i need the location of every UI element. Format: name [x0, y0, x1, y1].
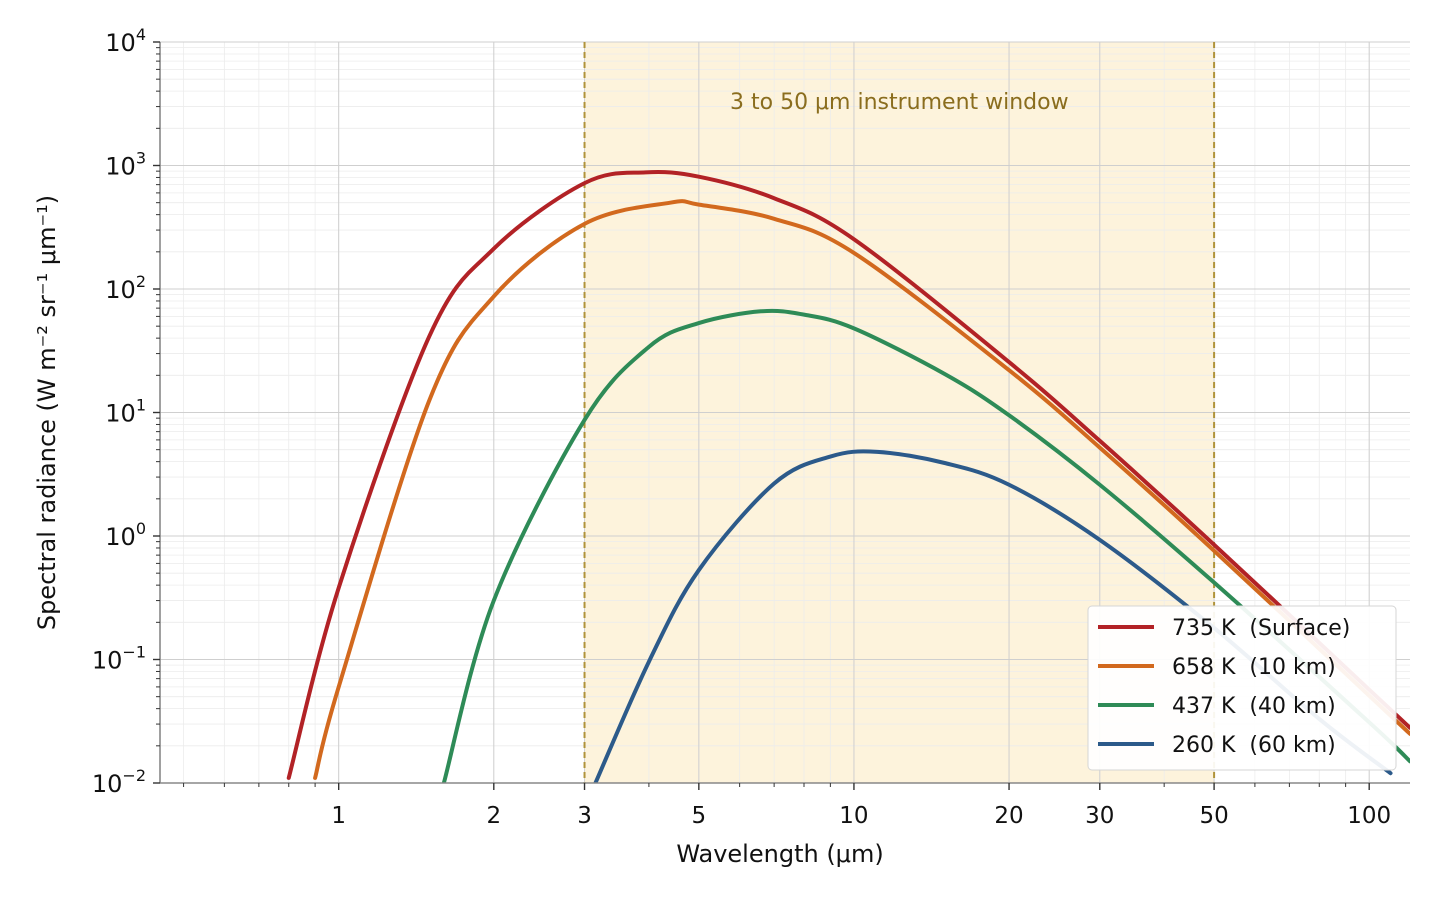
x-tick-label: 100	[1347, 803, 1391, 829]
legend-box	[1087, 605, 1397, 771]
x-axis-label: Wavelength (μm)	[676, 840, 883, 868]
instrument-window-label: 3 to 50 μm instrument window	[730, 90, 1069, 115]
series-line-658k	[313, 199, 1410, 780]
y-tick-label: 100	[105, 519, 146, 551]
series-line-735k	[286, 169, 1410, 780]
x-tick-label: 20	[994, 803, 1023, 829]
legend: 735 K (Surface) 658 K (10 km) 437 K (40 km…	[1087, 605, 1397, 771]
y-tick-label: 104	[105, 25, 146, 57]
series-line-437k	[441, 308, 1410, 783]
legend-label-735k: 735 K (Surface)	[1172, 616, 1350, 641]
x-tick-label: 30	[1085, 803, 1114, 829]
x-tick-label: 10	[839, 803, 868, 829]
x-tick-label: 3	[577, 803, 592, 829]
y-tick-label: 103	[105, 149, 146, 181]
y-tick-label: 10−2	[92, 766, 146, 798]
legend-label-260k: 260 K (60 km)	[1172, 733, 1336, 758]
instrument-window-bounds	[583, 42, 1216, 783]
x-tick-label: 50	[1199, 803, 1228, 829]
y-tick-label: 101	[105, 396, 146, 428]
y-tick-labels: 10−2 10−1 100 101 102 103 104	[92, 25, 146, 798]
y-tick-label: 102	[105, 272, 146, 304]
grid	[160, 41, 1410, 784]
axes	[153, 41, 1410, 790]
x-tick-label: 2	[486, 803, 501, 829]
y-tick-label: 10−1	[92, 643, 146, 675]
x-tick-label: 5	[692, 803, 707, 829]
legend-label-658k: 658 K (10 km)	[1172, 655, 1336, 680]
x-tick-label: 1	[331, 803, 346, 829]
x-tick-labels: 1 2 3 5 10 20 30 50 100	[331, 803, 1391, 829]
legend-label-437k: 437 K (40 km)	[1172, 694, 1336, 719]
y-axis-label: Spectral radiance (W m⁻² sr⁻¹ μm⁻¹)	[33, 195, 61, 630]
